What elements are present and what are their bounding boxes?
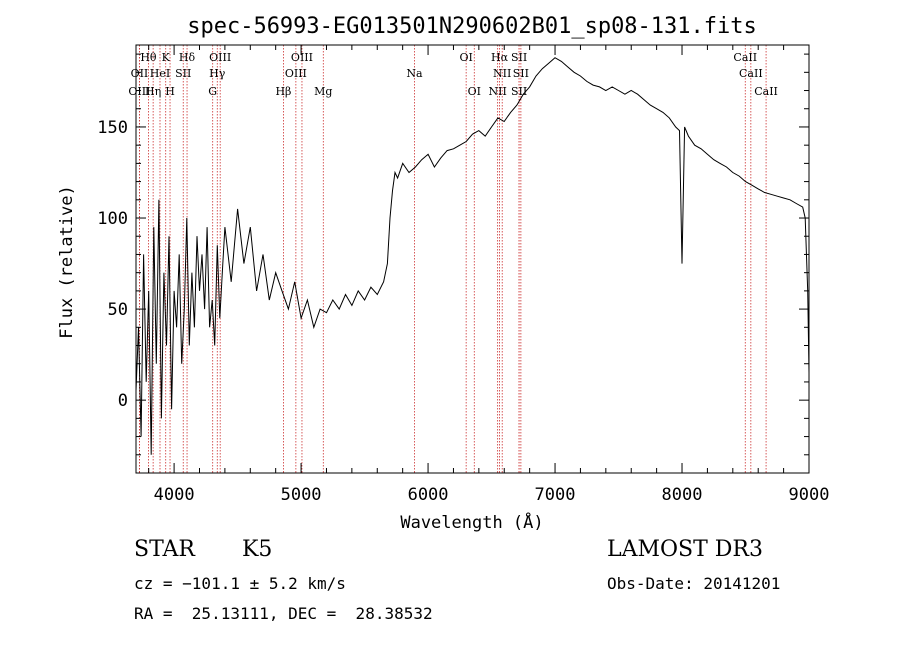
spectral-line-label-17: CaII [739,67,763,80]
spectral-line-label-0: Hθ [140,51,157,64]
y-tick-label-0: 0 [118,391,128,411]
spectral-line-label-4: OIII [291,51,313,64]
spectral-line-label-6: Hα [491,51,509,64]
spectral-line-label-7: SII [511,51,527,64]
spectral-line-label-25: NII [488,85,506,98]
spectral-line-markers [139,45,767,473]
x-tick-label-6000: 6000 [408,485,449,505]
x-tick-label-4000: 4000 [154,485,195,505]
object-subclass: K5 [242,537,273,562]
spectral-line-label-11: SII [175,67,191,80]
y-tick-label-100: 100 [97,209,128,229]
spectral-line-label-14: Na [406,67,423,80]
spectral-line-label-5: OI [459,51,472,64]
spectral-line-label-19: Hη [145,85,161,98]
redshift-cz: cz = −101.1 ± 5.2 km/s [134,574,346,593]
axis-ticks [136,45,810,474]
spectral-line-label-26: SII [511,85,527,98]
x-axis-label: Wavelength (Å) [400,511,543,533]
chart-title: spec-56993-EG013501N290602B01_sp08-131.f… [187,14,757,39]
spectral-line-label-16: SII [513,67,529,80]
spectral-line-label-18: OIII [128,85,150,98]
ra-dec: RA = 25.13111, DEC = 28.38532 [134,604,433,623]
y-tick-label-150: 150 [97,118,128,138]
spectral-line-label-8: CaII [733,51,757,64]
spectral-line-label-27: CaII [754,85,778,98]
spectrum-series-line [135,57,810,455]
object-class: STAR [134,537,195,562]
axis-tick-labels: 4000 5000 6000 7000 8000 9000 0 50 100 150 [97,118,829,505]
survey-name: LAMOST DR3 [607,537,763,562]
observation-date: Obs-Date: 20141201 [607,574,781,593]
spectral-line-label-21: G [208,85,217,98]
spectral-line-label-15: NII [493,67,511,80]
spectral-line-label-23: Mg [314,85,332,98]
spectral-line-label-24: OI [468,85,481,98]
x-tick-label-9000: 9000 [789,485,830,505]
y-tick-label-50: 50 [108,300,128,320]
spectral-line-label-20: H [165,85,175,98]
x-tick-label-8000: 8000 [662,485,703,505]
spectral-line-label-13: OIII [285,67,307,80]
spectral-line-label-10: HeI [150,67,170,80]
y-axis-label: Flux (relative) [57,185,77,339]
spectral-line-label-1: K [162,51,171,64]
spectral-line-label-22: Hβ [275,85,291,98]
x-tick-label-7000: 7000 [535,485,576,505]
x-tick-label-5000: 5000 [281,485,322,505]
spectral-line-label-3: OIII [209,51,231,64]
spectral-line-label-2: Hδ [179,51,196,64]
plot-frame [135,44,810,474]
spectral-line-label-9: OII [131,67,149,80]
spectral-line-label-12: Hγ [209,67,226,80]
